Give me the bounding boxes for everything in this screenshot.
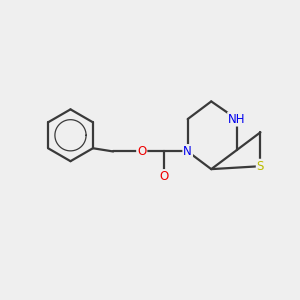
Text: S: S [257, 160, 264, 173]
Text: N: N [183, 145, 192, 158]
Text: O: O [160, 170, 169, 183]
Text: O: O [137, 145, 146, 158]
Text: NH: NH [228, 112, 246, 126]
